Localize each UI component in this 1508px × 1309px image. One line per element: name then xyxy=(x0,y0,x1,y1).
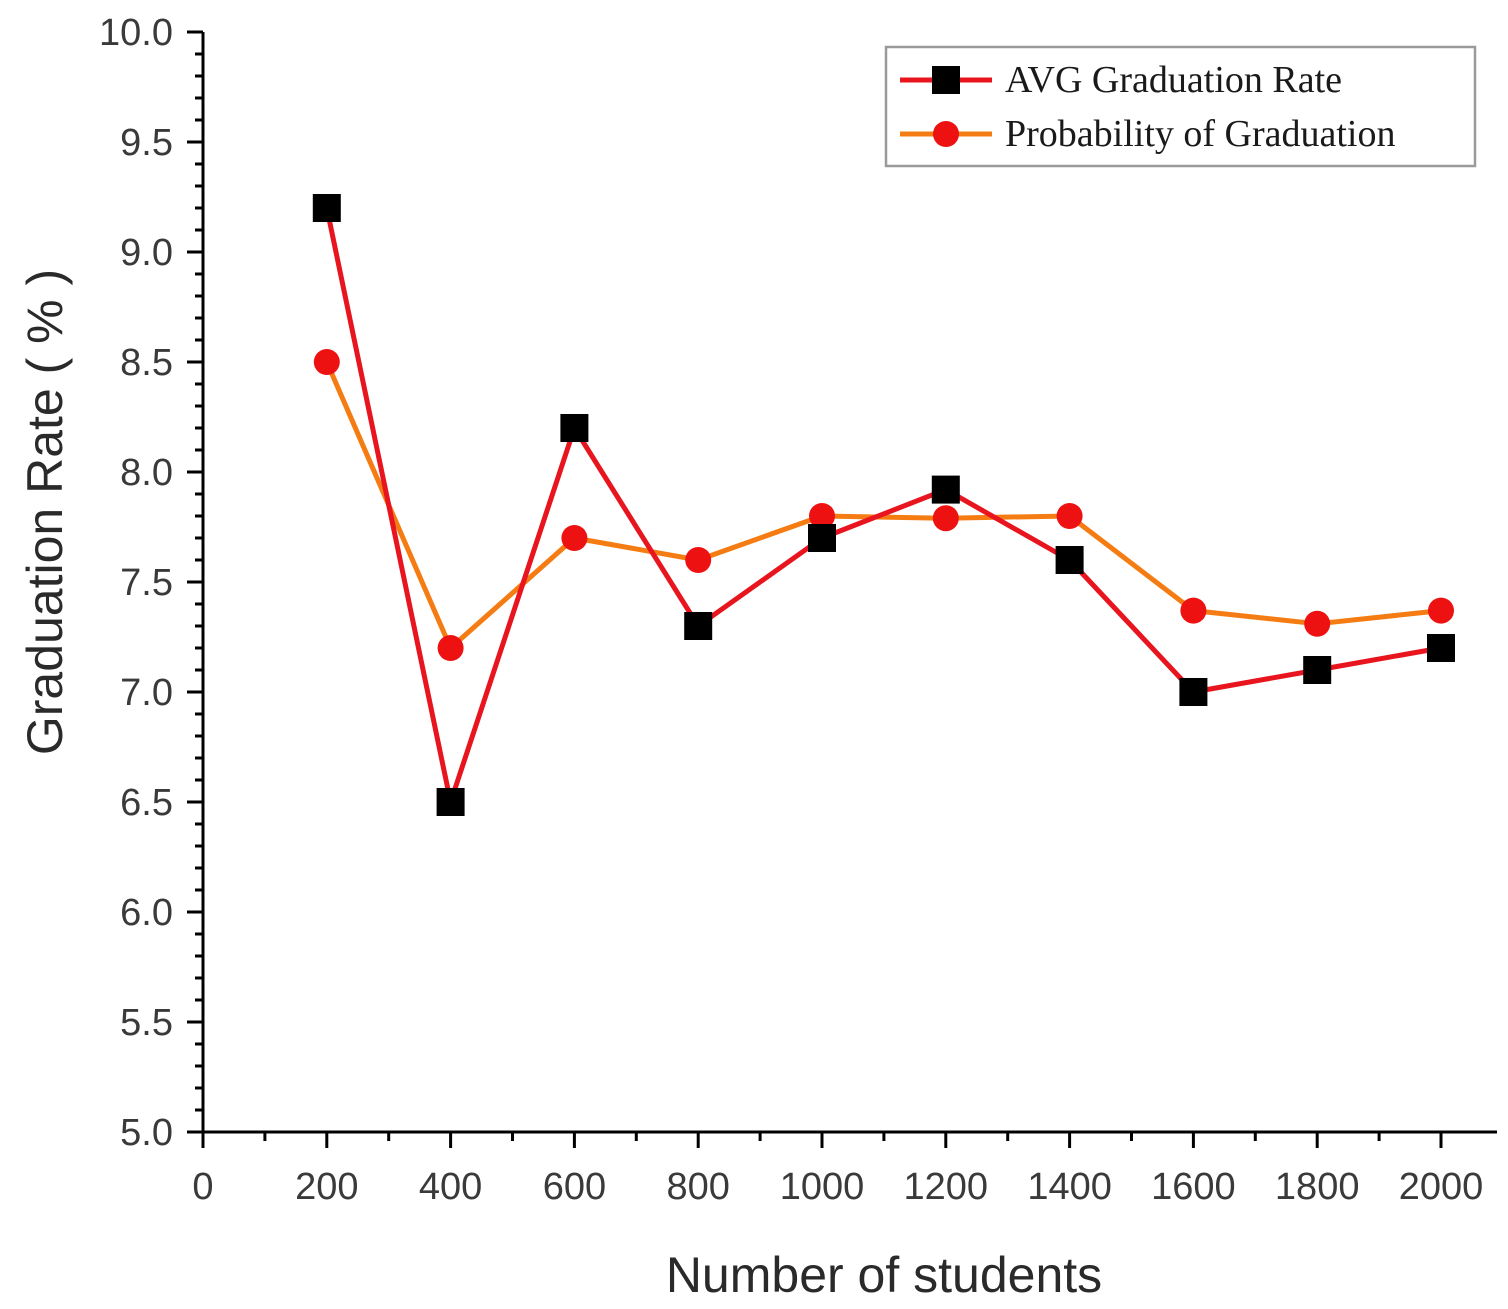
y-tick-label: 7.0 xyxy=(120,672,173,714)
series-line-avg-graduation-rate xyxy=(324,207,1442,805)
x-tick-label: 600 xyxy=(543,1166,606,1208)
data-point-circle xyxy=(561,525,588,551)
data-point-square xyxy=(312,194,341,222)
legend-label: AVG Graduation Rate xyxy=(1005,59,1342,101)
y-tick-label: 9.0 xyxy=(120,232,173,274)
data-point-square xyxy=(1427,634,1455,662)
data-point-circle xyxy=(437,635,464,661)
series-line-probability-of-graduation xyxy=(324,361,1442,651)
y-tick-label: 10.0 xyxy=(99,12,173,54)
data-point-circle xyxy=(1180,597,1207,624)
y-tick-label: 9.5 xyxy=(120,122,173,164)
data-point-square xyxy=(1303,656,1332,684)
x-tick-label: 1600 xyxy=(1151,1166,1236,1208)
data-point-square xyxy=(436,788,465,816)
legend-square-marker xyxy=(932,66,960,94)
data-point-square xyxy=(808,524,836,552)
y-tick-label: 6.5 xyxy=(120,782,173,824)
x-axis-title: Number of students xyxy=(666,1247,1102,1303)
data-point-circle xyxy=(1304,610,1331,637)
data-point-circle xyxy=(809,503,835,529)
x-tick-label: 400 xyxy=(419,1166,482,1208)
x-tick-label: 200 xyxy=(295,1166,358,1208)
y-tick-label: 7.5 xyxy=(120,562,173,604)
data-point-circle xyxy=(313,349,340,375)
data-point-circle xyxy=(685,547,712,573)
x-tick-label: 0 xyxy=(192,1166,213,1208)
legend-circle-marker xyxy=(933,121,959,147)
y-tick-label: 6.0 xyxy=(120,892,173,934)
legend: AVG Graduation Rate Probability of Gradua… xyxy=(884,45,1477,168)
data-point-square xyxy=(1055,546,1084,574)
data-point-square xyxy=(931,475,960,504)
legend-label: Probability of Graduation xyxy=(1005,113,1395,155)
y-tick-label: 5.0 xyxy=(120,1112,173,1154)
series-group xyxy=(312,194,1455,816)
x-tick-label: 1000 xyxy=(780,1166,865,1208)
data-point-circle xyxy=(1428,597,1454,624)
x-tick-label: 2000 xyxy=(1399,1166,1484,1208)
x-tick-label: 800 xyxy=(666,1166,729,1208)
y-tick-label: 8.0 xyxy=(120,452,173,494)
legend-box xyxy=(884,45,1477,168)
x-tick-label: 1200 xyxy=(904,1166,989,1208)
axes-group: 5.0 5.5 6.0 6.5 7.0 7.5 8.0 8.5 9.0 9.5 10.0 0 200 40… xyxy=(99,12,1497,1208)
data-point-square xyxy=(684,612,713,640)
x-tick-label: 1800 xyxy=(1275,1166,1360,1208)
x-tick-label: 1400 xyxy=(1027,1166,1112,1208)
data-point-square xyxy=(1179,678,1208,706)
y-axis-title: Graduation Rate ( % ) xyxy=(17,269,73,755)
data-point-square xyxy=(560,414,589,442)
data-point-circle xyxy=(1056,503,1083,529)
data-point-circle xyxy=(932,505,959,532)
y-tick-label: 5.5 xyxy=(120,1002,173,1044)
y-tick-label: 8.5 xyxy=(120,342,173,384)
